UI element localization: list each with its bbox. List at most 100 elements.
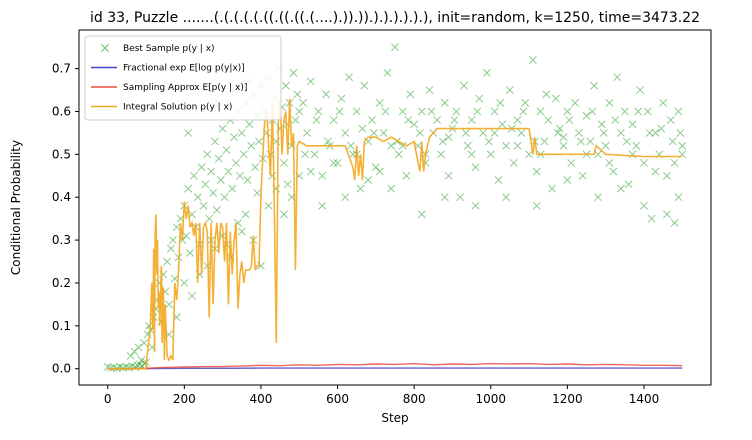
scatter-point: [505, 86, 514, 94]
scatter-point: [605, 158, 614, 167]
scatter-point: [502, 193, 511, 202]
scatter-point: [659, 98, 668, 107]
scatter-point: [201, 180, 210, 189]
scatter-point: [444, 133, 453, 142]
scatter-point: [283, 180, 292, 189]
scatter-point: [459, 81, 468, 90]
scatter-point: [329, 158, 338, 167]
y-tick-label: 0.0: [52, 362, 71, 376]
x-tick-label: 1200: [552, 392, 583, 406]
scatter-point: [450, 116, 459, 124]
legend-entry: Best Sample p(y | x): [123, 44, 215, 54]
x-tick-label: 0: [104, 392, 112, 406]
scatter-point: [243, 176, 252, 185]
scatter-point: [528, 56, 537, 64]
scatter-point: [302, 128, 311, 137]
y-axis-label: Conditional Probability: [9, 140, 23, 275]
scatter-point: [218, 124, 227, 133]
scatter-point: [214, 154, 223, 163]
scatter-point: [289, 68, 298, 77]
scatter-point: [567, 158, 576, 167]
scatter-point: [676, 128, 685, 137]
scatter-point: [168, 236, 177, 245]
scatter-point: [628, 120, 637, 129]
scatter-point: [322, 90, 331, 99]
scatter-point: [479, 128, 488, 137]
scatter-point: [358, 124, 367, 133]
scatter-point: [232, 158, 240, 167]
scatter-point: [473, 107, 482, 116]
scatter-point: [398, 107, 407, 116]
scatter-point: [220, 193, 229, 202]
scatter-point: [532, 167, 541, 176]
scatter-point: [513, 141, 522, 150]
scatter-point: [299, 98, 308, 107]
scatter-point: [551, 94, 560, 103]
scatter-point: [609, 167, 618, 176]
scatter-point: [645, 128, 654, 137]
scatter-point: [163, 257, 172, 266]
chart-title: id 33, Puzzle .......(.(.(.(.(.((.((.((.…: [90, 10, 700, 26]
scatter-point: [482, 68, 491, 77]
scatter-point: [241, 210, 250, 219]
scatter-point: [172, 223, 181, 232]
scatter-point: [318, 171, 327, 180]
scatter-point: [597, 120, 606, 129]
scatter-point: [463, 141, 472, 150]
scatter-point: [519, 107, 528, 116]
scatter-point: [410, 120, 419, 129]
scatter-point: [594, 193, 602, 202]
scatter-point: [188, 291, 196, 300]
scatter-point: [640, 201, 648, 210]
scatter-point: [651, 128, 660, 137]
scatter-point: [471, 163, 480, 172]
y-tick-label: 0.5: [52, 147, 71, 161]
scatter-point: [461, 128, 470, 137]
scatter-point: [456, 193, 465, 202]
scatter-point: [517, 128, 526, 137]
scatter-point: [433, 116, 442, 124]
scatter-point: [471, 201, 480, 210]
scatter-point: [329, 116, 338, 124]
scatter-point: [486, 150, 495, 159]
scatter-point: [134, 343, 143, 352]
scatter-point: [553, 128, 562, 137]
series-line-2: [107, 362, 683, 370]
scatter-point: [228, 184, 237, 193]
y-tick-label: 0.1: [52, 319, 71, 333]
scatter-point: [360, 81, 369, 90]
y-tick-label: 0.2: [52, 276, 71, 290]
scatter-point: [184, 128, 193, 137]
scatter-point: [379, 128, 388, 137]
scatter-point: [345, 73, 353, 82]
scatter-point: [197, 163, 206, 172]
scatter-point: [222, 146, 231, 155]
y-axis: 0.0 0.1 0.2 0.3 0.4 0.5 0.6 0.7: [52, 62, 79, 376]
scatter-point: [417, 107, 426, 116]
scatter-point: [279, 158, 288, 167]
scatter-point: [324, 137, 332, 146]
scatter-point: [521, 98, 530, 107]
scatter-point: [555, 124, 564, 133]
scatter-point: [662, 171, 671, 180]
scatter-point: [211, 137, 219, 146]
scatter-point: [666, 116, 675, 124]
scatter-point: [402, 171, 411, 180]
scatter-point: [415, 128, 424, 137]
scatter-point: [193, 193, 202, 202]
scatter-point: [348, 150, 357, 159]
scatter-point: [293, 90, 302, 99]
scatter-point: [140, 339, 149, 347]
scatter-point: [369, 128, 378, 137]
scatter-point: [490, 128, 499, 137]
scatter-point: [427, 107, 436, 116]
scatter-point: [662, 210, 671, 219]
scatter-point: [106, 363, 115, 372]
scatter-point: [574, 128, 583, 137]
scatter-point: [490, 107, 499, 116]
scatter-point: [279, 210, 288, 219]
scatter-point: [571, 98, 579, 107]
scatter-point: [391, 43, 399, 52]
scatter-point: [207, 167, 216, 176]
scatter-point: [166, 244, 175, 253]
